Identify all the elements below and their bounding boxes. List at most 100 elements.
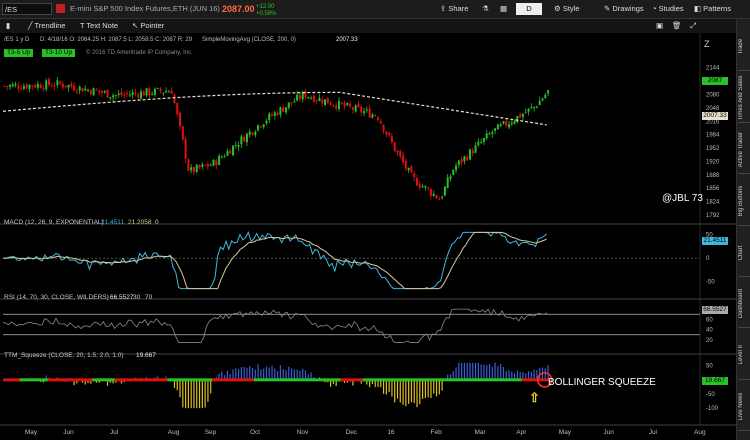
candle-body: [508, 124, 511, 128]
window-icon[interactable]: ▣: [656, 21, 664, 30]
squeeze-dot: [30, 378, 34, 382]
candle-body: [457, 160, 460, 166]
squeeze-dot: [214, 378, 218, 382]
squeeze-dot: [28, 378, 32, 382]
pointer-button[interactable]: ↖ Pointer: [132, 20, 164, 32]
squeeze-dot: [348, 378, 352, 382]
share-button[interactable]: ⇪ Share: [440, 3, 468, 15]
macd-signal-line: [2, 231, 547, 290]
rail-tab-dashboard[interactable]: Dashboard: [738, 288, 744, 319]
squeeze-dot: [474, 378, 478, 382]
candle-body: [109, 97, 112, 99]
expand-icon[interactable]: ⤢: [690, 21, 696, 30]
candle-body: [427, 187, 430, 189]
rail-tab-live-news[interactable]: Live News: [738, 392, 744, 421]
squeeze-dot: [485, 378, 489, 382]
rail-tab-active-trader[interactable]: Active Trader: [738, 131, 744, 168]
month-tick-label: Feb: [431, 429, 443, 436]
squeeze-dot: [192, 378, 196, 382]
squeeze-dot: [460, 378, 464, 382]
candle-body: [3, 85, 6, 87]
candle-body: [173, 94, 176, 104]
candle-body: [159, 88, 162, 92]
drawings-button[interactable]: ✎ Drawings: [604, 3, 644, 15]
candle-body: [547, 90, 550, 94]
flask-icon[interactable]: ⚗: [482, 4, 489, 13]
rail-tab-big-buttons[interactable]: Big Buttons: [738, 185, 744, 217]
style-label: Style: [562, 4, 580, 13]
squeeze-dot: [239, 378, 244, 382]
candle-body: [324, 99, 327, 105]
squeeze-dot: [22, 378, 26, 382]
squeeze-dot: [203, 378, 207, 382]
price-change-pct: +0.58%: [256, 11, 277, 17]
candle-body: [416, 178, 419, 186]
month-tick-label: May: [25, 429, 38, 436]
squeeze-dot: [538, 378, 542, 382]
drawing-menu-icon[interactable]: ▮: [6, 21, 11, 30]
trendline-button[interactable]: ╱ Trendline: [28, 20, 65, 32]
candle-body: [390, 136, 393, 143]
candle-body: [92, 88, 95, 96]
pencil-icon: ✎: [604, 4, 613, 13]
candle-body: [485, 133, 488, 139]
rail-tab-times-and-sales[interactable]: Times And Sales: [738, 75, 744, 121]
squeeze-dot: [410, 378, 414, 382]
squeeze-dot: [19, 378, 23, 382]
squeeze-dot: [248, 378, 252, 382]
rsi-value-3: 70: [145, 294, 153, 301]
sma-line: [2, 91, 547, 126]
squeeze-dot: [323, 378, 327, 382]
squeeze-dot: [97, 378, 101, 382]
squeeze-dot: [376, 378, 380, 382]
squeeze-dot: [25, 378, 29, 382]
style-button[interactable]: ⚙ Style: [554, 3, 580, 15]
macd-tick-label: -50: [706, 280, 715, 286]
candle-body: [218, 155, 221, 165]
candle-body: [165, 91, 168, 93]
studies-button[interactable]: ◔ Studies: [652, 3, 684, 15]
squeeze-dot: [329, 378, 333, 382]
candle-body: [112, 95, 115, 98]
zoom-icon[interactable]: Z: [704, 39, 710, 49]
candle-body: [120, 92, 123, 96]
trash-icon[interactable]: 🗑: [672, 21, 682, 30]
candle-body: [463, 156, 466, 162]
squeeze-dot: [270, 378, 274, 382]
candle-body: [181, 126, 184, 140]
squeeze-dot: [189, 378, 193, 382]
chart-canvas[interactable]: 2144211220802048201619841952192018881856…: [0, 33, 736, 440]
squeeze-dot: [471, 378, 475, 382]
patterns-button[interactable]: ◧ Patterns: [694, 3, 731, 15]
month-tick-label: Jun: [603, 429, 614, 436]
squeeze-dot: [33, 378, 37, 382]
symbol-input[interactable]: /ES: [2, 3, 52, 15]
squeeze-dot: [368, 378, 372, 382]
rail-tab-chart[interactable]: Chart: [738, 244, 744, 260]
squeeze-dot: [490, 378, 494, 382]
candle-body: [496, 124, 499, 130]
aggregation-select[interactable]: D: [516, 3, 542, 15]
rail-tab-level-ii[interactable]: Level II: [738, 345, 744, 365]
candle-body: [340, 102, 343, 104]
candle-body: [201, 164, 204, 167]
grid-icon[interactable]: ▦: [500, 4, 508, 13]
rail-tab-trade[interactable]: Trade: [738, 38, 744, 55]
squeeze-dot: [546, 378, 550, 382]
ttm-value-1: 19.667: [136, 352, 156, 359]
textnote-button[interactable]: T Text Note: [80, 20, 118, 32]
ttm-panel: [3, 362, 553, 409]
rsi-label: RSI (14, 70, 30, CLOSE, WILDERS): [4, 294, 109, 301]
squeeze-dot: [415, 378, 419, 382]
squeeze-dot: [351, 378, 355, 382]
squeeze-dot: [167, 378, 171, 382]
candle-body: [535, 106, 538, 108]
symbol-link-icon[interactable]: [56, 4, 65, 13]
squeeze-dot: [527, 378, 531, 382]
squeeze-dot: [443, 378, 447, 382]
squeeze-dot: [150, 378, 154, 382]
squeeze-dot: [359, 378, 363, 382]
squeeze-dot: [384, 378, 389, 382]
squeeze-dot: [111, 378, 115, 382]
rail-separator: [738, 121, 750, 123]
